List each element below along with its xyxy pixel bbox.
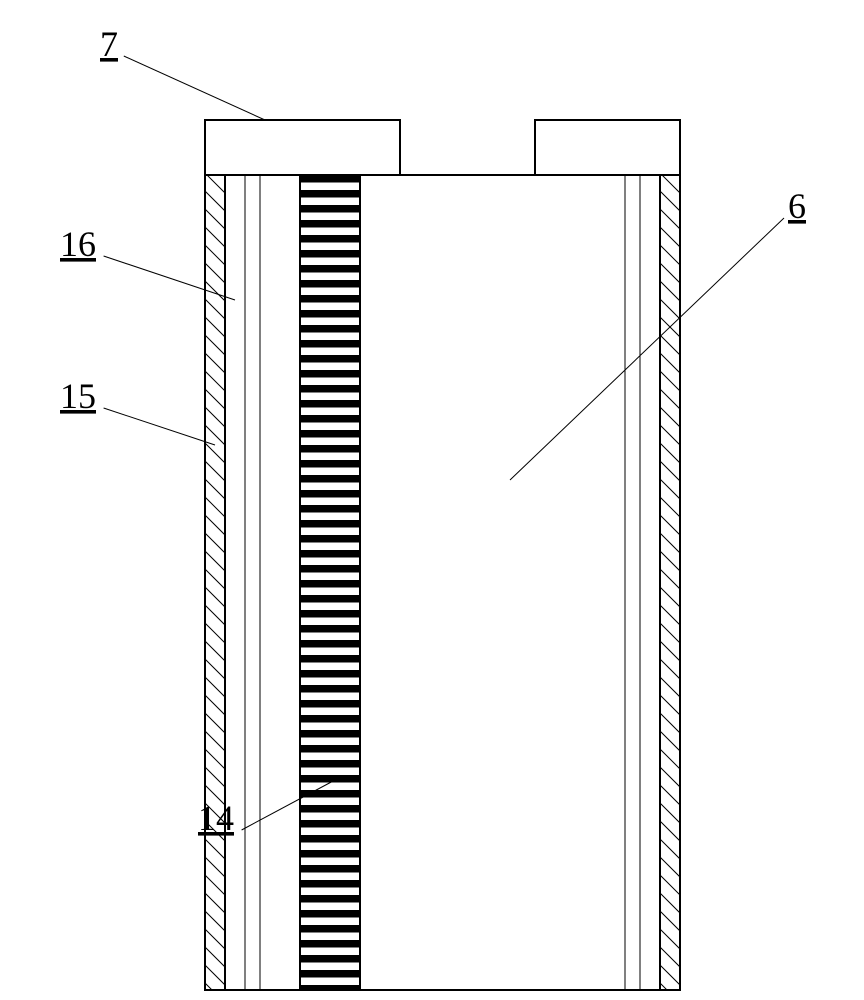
cylinder-body (205, 175, 680, 990)
label-7: 7 (100, 24, 118, 64)
cap-right (535, 120, 680, 175)
leader-line (124, 56, 265, 120)
cap-left (205, 120, 400, 175)
label-14: 14 (198, 798, 234, 838)
label-16: 16 (60, 224, 96, 264)
ladder (300, 175, 360, 993)
leader-line (104, 408, 215, 445)
label-15: 15 (60, 376, 96, 416)
label-6: 6 (788, 186, 806, 226)
